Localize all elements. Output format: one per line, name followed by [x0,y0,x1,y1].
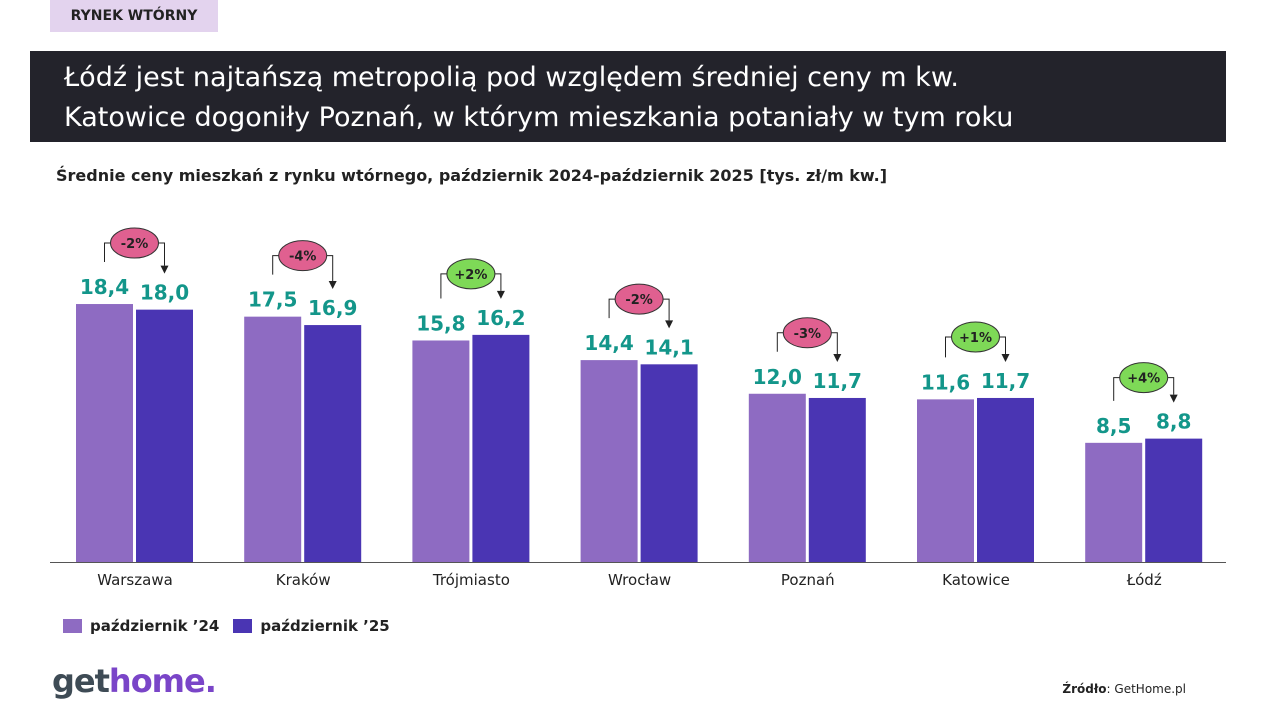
section-tag: RYNEK WTÓRNY [50,0,218,32]
change-label: -3% [794,327,821,342]
bar-oct24 [748,393,806,562]
legend-item-oct25: październik ’25 [233,617,390,635]
arrow-down-icon [496,290,505,299]
change-badge [446,258,496,290]
change-label: -4% [289,250,316,265]
arrow-down-icon [1169,394,1178,403]
arrow-down-icon [833,353,842,362]
bar-oct24 [580,360,638,562]
value-label: 11,7 [813,369,862,393]
change-badge [110,227,159,259]
value-label: 15,8 [416,311,465,335]
value-label: 18,4 [80,275,129,299]
source-note: Źródło: GetHome.pl [1062,682,1186,696]
headline-line-1: Łódź jest najtańszą metropolią pod wzglę… [64,62,960,93]
value-label: 8,5 [1096,414,1131,438]
bar-oct25 [1145,438,1203,562]
bar-oct25 [136,309,193,562]
value-label: 16,9 [308,296,357,320]
arrow-down-icon [1001,353,1010,362]
bar-oct24 [412,340,470,562]
value-label: 12,0 [753,365,802,389]
logo-get: get [52,662,110,700]
legend-item-oct24: październik ’24 [63,617,219,635]
change-badge [782,317,832,349]
value-label: 14,4 [584,331,633,355]
category-label: Łódź [1126,571,1162,589]
gethome-logo: gethome. [52,662,217,700]
category-label: Kraków [276,571,331,589]
bar-oct25 [977,397,1034,562]
value-label: 11,6 [921,370,970,394]
change-label: -2% [625,293,652,308]
arrow-down-icon [160,265,169,274]
headline-line-2: Katowice dogoniły Poznań, w którym miesz… [64,102,1014,133]
value-label: 14,1 [644,335,693,359]
legend-swatch [233,619,253,633]
category-label: Trójmiasto [432,571,510,589]
bar-oct25 [304,325,362,562]
change-label: +4% [1127,372,1160,387]
legend-label: październik ’24 [90,617,220,635]
source-value: : GetHome.pl [1106,682,1186,696]
bar-oct24 [76,304,133,562]
headline-banner: Łódź jest najtańszą metropolią pod wzglę… [30,51,1226,142]
chart-title: Średnie ceny mieszkań z rynku wtórnego, … [56,166,888,185]
bar-oct25 [472,334,530,562]
arrow-down-icon [665,320,674,329]
bar-oct24 [917,399,974,562]
arrow-down-icon [328,281,337,290]
bar-oct25 [640,364,698,562]
change-badge [614,283,664,315]
change-badge [951,321,1000,353]
category-label: Poznań [781,571,835,589]
logo-home: home. [108,662,217,700]
change-label: +2% [454,268,487,283]
value-label: 18,0 [140,281,189,305]
value-label: 8,8 [1156,410,1191,434]
change-badge [278,240,328,272]
bar-oct24 [1085,442,1143,562]
change-label: -2% [121,237,148,252]
legend-label: październik ’25 [260,617,390,635]
legend: październik ’24 październik ’25 [63,617,390,635]
legend-swatch [63,619,82,633]
change-badge [1119,362,1169,394]
bar-oct24 [244,316,302,562]
source-label: Źródło [1062,682,1107,696]
category-label: Katowice [942,571,1010,589]
change-label: +1% [959,331,992,346]
category-label: Warszawa [97,571,173,589]
value-label: 11,7 [981,369,1030,393]
value-label: 17,5 [248,288,297,312]
category-label: Wrocław [608,571,671,589]
bar-oct25 [808,397,866,562]
value-label: 16,2 [476,306,525,330]
